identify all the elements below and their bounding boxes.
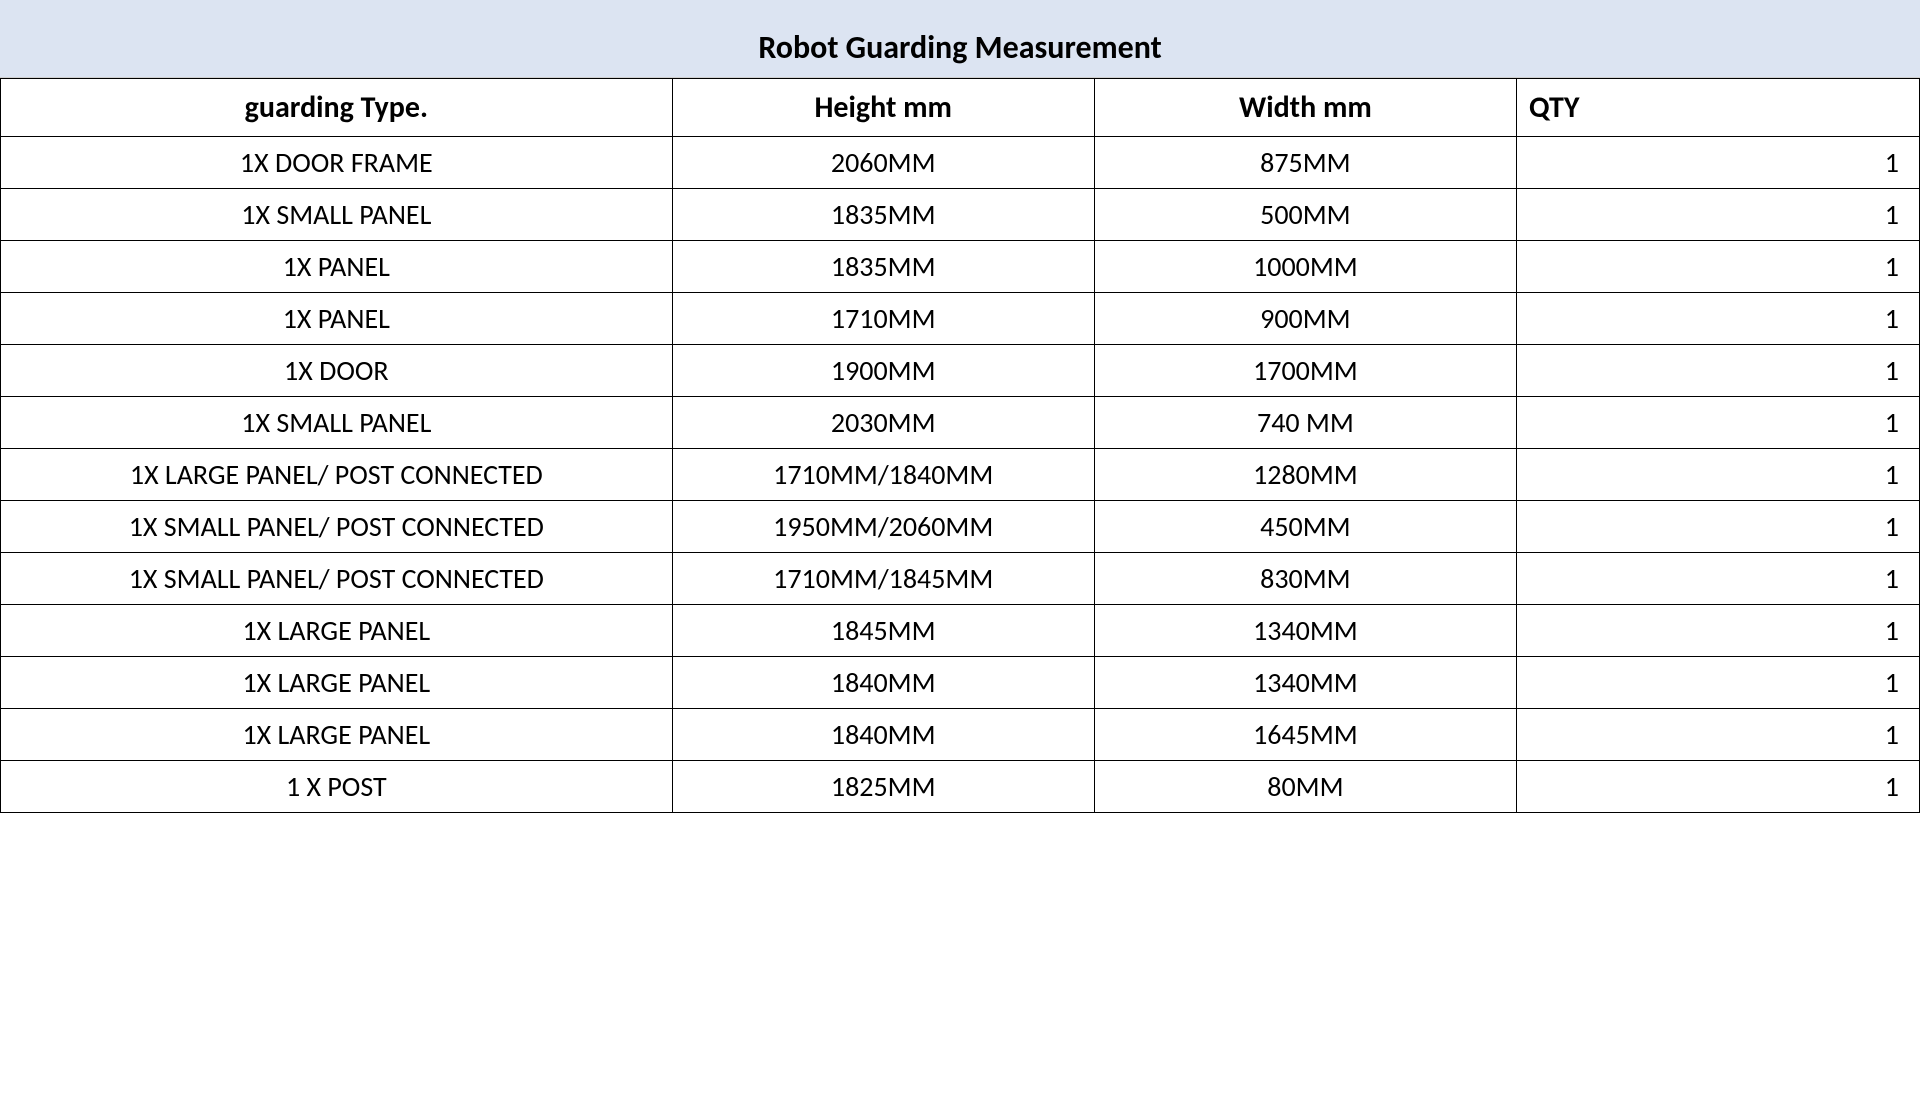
cell-height[interactable]: 1950MM/2060MM <box>672 501 1094 553</box>
cell-qty[interactable]: 1 <box>1516 189 1919 241</box>
cell-type[interactable]: 1X DOOR FRAME <box>1 137 673 189</box>
cell-height[interactable]: 1835MM <box>672 241 1094 293</box>
cell-width[interactable]: 500MM <box>1094 189 1516 241</box>
table-row[interactable]: 1X LARGE PANEL/ POST CONNECTED 1710MM/18… <box>1 449 1920 501</box>
cell-type[interactable]: 1X SMALL PANEL/ POST CONNECTED <box>1 501 673 553</box>
cell-width[interactable]: 1280MM <box>1094 449 1516 501</box>
cell-width[interactable]: 1700MM <box>1094 345 1516 397</box>
page-title: Robot Guarding Measurement <box>0 0 1920 78</box>
cell-width[interactable]: 1645MM <box>1094 709 1516 761</box>
cell-height[interactable]: 2030MM <box>672 397 1094 449</box>
cell-width[interactable]: 80MM <box>1094 761 1516 813</box>
table-row[interactable]: 1X SMALL PANEL 2030MM 740 MM 1 <box>1 397 1920 449</box>
table-row[interactable]: 1X PANEL 1710MM 900MM 1 <box>1 293 1920 345</box>
cell-qty[interactable]: 1 <box>1516 761 1919 813</box>
cell-height[interactable]: 1900MM <box>672 345 1094 397</box>
cell-type[interactable]: 1X LARGE PANEL <box>1 605 673 657</box>
cell-qty[interactable]: 1 <box>1516 241 1919 293</box>
column-header-width[interactable]: Width mm <box>1094 79 1516 137</box>
cell-width[interactable]: 1340MM <box>1094 657 1516 709</box>
cell-type[interactable]: 1X PANEL <box>1 241 673 293</box>
table-row[interactable]: 1X LARGE PANEL 1845MM 1340MM 1 <box>1 605 1920 657</box>
cell-width[interactable]: 450MM <box>1094 501 1516 553</box>
cell-qty[interactable]: 1 <box>1516 605 1919 657</box>
column-header-type[interactable]: guarding Type. <box>1 79 673 137</box>
cell-type[interactable]: 1X LARGE PANEL <box>1 657 673 709</box>
cell-width[interactable]: 900MM <box>1094 293 1516 345</box>
cell-qty[interactable]: 1 <box>1516 397 1919 449</box>
cell-height[interactable]: 1710MM/1845MM <box>672 553 1094 605</box>
cell-type[interactable]: 1X SMALL PANEL <box>1 397 673 449</box>
cell-qty[interactable]: 1 <box>1516 449 1919 501</box>
cell-qty[interactable]: 1 <box>1516 293 1919 345</box>
cell-width[interactable]: 740 MM <box>1094 397 1516 449</box>
table-row[interactable]: 1X SMALL PANEL/ POST CONNECTED 1950MM/20… <box>1 501 1920 553</box>
cell-qty[interactable]: 1 <box>1516 501 1919 553</box>
cell-height[interactable]: 1845MM <box>672 605 1094 657</box>
cell-type[interactable]: 1X PANEL <box>1 293 673 345</box>
measurement-table: guarding Type. Height mm Width mm QTY 1X… <box>0 78 1920 813</box>
cell-width[interactable]: 1000MM <box>1094 241 1516 293</box>
table-row[interactable]: 1X SMALL PANEL/ POST CONNECTED 1710MM/18… <box>1 553 1920 605</box>
cell-qty[interactable]: 1 <box>1516 137 1919 189</box>
cell-type[interactable]: 1X SMALL PANEL/ POST CONNECTED <box>1 553 673 605</box>
table-row[interactable]: 1X DOOR 1900MM 1700MM 1 <box>1 345 1920 397</box>
cell-type[interactable]: 1X DOOR <box>1 345 673 397</box>
cell-qty[interactable]: 1 <box>1516 553 1919 605</box>
cell-height[interactable]: 1840MM <box>672 657 1094 709</box>
cell-type[interactable]: 1X LARGE PANEL/ POST CONNECTED <box>1 449 673 501</box>
cell-width[interactable]: 875MM <box>1094 137 1516 189</box>
cell-height[interactable]: 1825MM <box>672 761 1094 813</box>
cell-width[interactable]: 1340MM <box>1094 605 1516 657</box>
table-row[interactable]: 1X LARGE PANEL 1840MM 1340MM 1 <box>1 657 1920 709</box>
table-row[interactable]: 1X PANEL 1835MM 1000MM 1 <box>1 241 1920 293</box>
cell-height[interactable]: 1835MM <box>672 189 1094 241</box>
cell-height[interactable]: 1710MM/1840MM <box>672 449 1094 501</box>
table-row[interactable]: 1X SMALL PANEL 1835MM 500MM 1 <box>1 189 1920 241</box>
column-header-qty[interactable]: QTY <box>1516 79 1919 137</box>
cell-qty[interactable]: 1 <box>1516 657 1919 709</box>
cell-width[interactable]: 830MM <box>1094 553 1516 605</box>
table-header-row: guarding Type. Height mm Width mm QTY <box>1 79 1920 137</box>
table-row[interactable]: 1 X POST 1825MM 80MM 1 <box>1 761 1920 813</box>
cell-type[interactable]: 1X LARGE PANEL <box>1 709 673 761</box>
cell-height[interactable]: 1710MM <box>672 293 1094 345</box>
spreadsheet-container: Robot Guarding Measurement guarding Type… <box>0 0 1920 813</box>
column-header-height[interactable]: Height mm <box>672 79 1094 137</box>
table-row[interactable]: 1X DOOR FRAME 2060MM 875MM 1 <box>1 137 1920 189</box>
cell-height[interactable]: 1840MM <box>672 709 1094 761</box>
cell-height[interactable]: 2060MM <box>672 137 1094 189</box>
cell-type[interactable]: 1 X POST <box>1 761 673 813</box>
cell-qty[interactable]: 1 <box>1516 345 1919 397</box>
cell-type[interactable]: 1X SMALL PANEL <box>1 189 673 241</box>
table-row[interactable]: 1X LARGE PANEL 1840MM 1645MM 1 <box>1 709 1920 761</box>
cell-qty[interactable]: 1 <box>1516 709 1919 761</box>
